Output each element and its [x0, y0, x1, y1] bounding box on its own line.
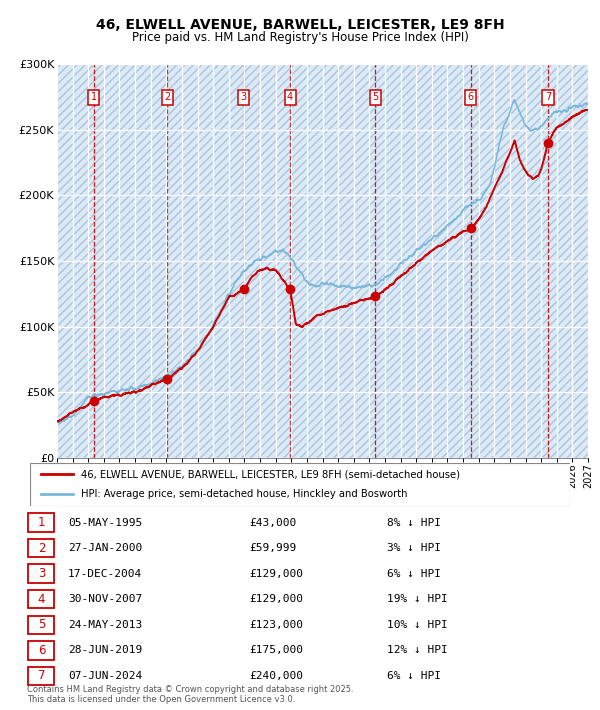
Text: 5: 5: [38, 618, 45, 631]
Text: 24-MAY-2013: 24-MAY-2013: [68, 620, 142, 630]
Text: 30-NOV-2007: 30-NOV-2007: [68, 594, 142, 604]
Text: £129,000: £129,000: [249, 594, 303, 604]
Text: £59,999: £59,999: [249, 543, 296, 553]
Text: Price paid vs. HM Land Registry's House Price Index (HPI): Price paid vs. HM Land Registry's House …: [131, 31, 469, 43]
Text: Contains HM Land Registry data © Crown copyright and database right 2025.: Contains HM Land Registry data © Crown c…: [27, 685, 353, 694]
Text: 7: 7: [38, 670, 45, 682]
Text: 19% ↓ HPI: 19% ↓ HPI: [387, 594, 448, 604]
Text: 46, ELWELL AVENUE, BARWELL, LEICESTER, LE9 8FH (semi-detached house): 46, ELWELL AVENUE, BARWELL, LEICESTER, L…: [82, 469, 460, 479]
Text: HPI: Average price, semi-detached house, Hinckley and Bosworth: HPI: Average price, semi-detached house,…: [82, 488, 408, 498]
Text: 46, ELWELL AVENUE, BARWELL, LEICESTER, LE9 8FH: 46, ELWELL AVENUE, BARWELL, LEICESTER, L…: [95, 18, 505, 32]
Text: £129,000: £129,000: [249, 569, 303, 579]
Text: 4: 4: [287, 92, 293, 102]
Text: 6% ↓ HPI: 6% ↓ HPI: [387, 569, 441, 579]
Text: This data is licensed under the Open Government Licence v3.0.: This data is licensed under the Open Gov…: [27, 695, 295, 704]
Text: £240,000: £240,000: [249, 671, 303, 681]
Text: 07-JUN-2024: 07-JUN-2024: [68, 671, 142, 681]
Text: 6% ↓ HPI: 6% ↓ HPI: [387, 671, 441, 681]
Text: £43,000: £43,000: [249, 518, 296, 528]
Text: £175,000: £175,000: [249, 645, 303, 655]
Text: 1: 1: [38, 516, 45, 529]
Text: 3: 3: [241, 92, 247, 102]
Text: 1: 1: [91, 92, 97, 102]
Text: 3% ↓ HPI: 3% ↓ HPI: [387, 543, 441, 553]
Text: 4: 4: [38, 593, 45, 606]
Text: 2: 2: [164, 92, 170, 102]
Text: 05-MAY-1995: 05-MAY-1995: [68, 518, 142, 528]
Text: 7: 7: [545, 92, 551, 102]
Text: 2: 2: [38, 542, 45, 555]
Text: 28-JUN-2019: 28-JUN-2019: [68, 645, 142, 655]
Text: 10% ↓ HPI: 10% ↓ HPI: [387, 620, 448, 630]
Text: 8% ↓ HPI: 8% ↓ HPI: [387, 518, 441, 528]
Text: 6: 6: [38, 644, 45, 657]
Text: 6: 6: [467, 92, 474, 102]
Text: 3: 3: [38, 567, 45, 580]
Text: 17-DEC-2004: 17-DEC-2004: [68, 569, 142, 579]
Text: 12% ↓ HPI: 12% ↓ HPI: [387, 645, 448, 655]
Text: £123,000: £123,000: [249, 620, 303, 630]
Text: 5: 5: [373, 92, 379, 102]
Text: 27-JAN-2000: 27-JAN-2000: [68, 543, 142, 553]
